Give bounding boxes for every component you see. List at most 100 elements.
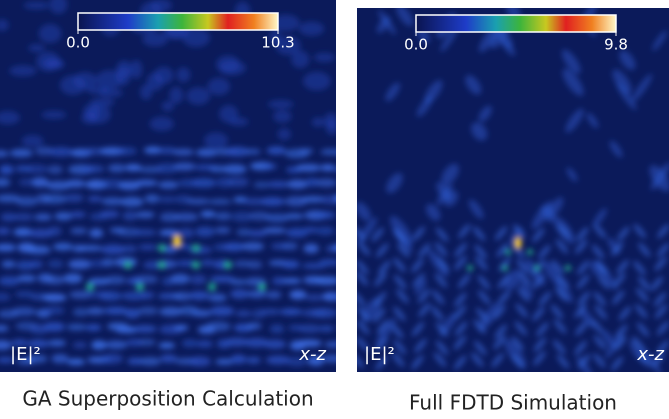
field-blob [133,275,159,284]
field-blob [393,306,406,321]
field-blob [223,242,245,252]
field-blob [555,279,574,303]
field-blob [130,60,143,79]
colorbar [77,12,279,31]
field-blob [531,274,545,290]
field-blob [576,260,590,275]
field-blob [373,291,387,307]
field-blob [244,148,261,155]
field-blob [632,73,653,102]
field-blob [65,179,86,188]
field-blob [478,301,501,332]
field-blob [247,260,263,269]
field-blob [435,227,449,242]
field-blob [453,305,467,320]
field-blob [80,165,105,173]
field-blob [551,259,564,275]
field-blob [533,351,546,366]
field-blob [593,291,606,307]
field-blob [246,322,262,330]
field-blob [47,226,62,236]
field-blob [271,276,286,285]
field-blob [0,164,14,175]
field-blob [561,49,581,74]
field-blob [176,67,191,83]
field-blob [104,275,127,285]
field-blob [91,340,107,350]
field-blob [434,242,448,257]
field-blob [224,261,232,269]
field-blob [372,308,386,323]
field-blob [135,211,155,219]
field-blob [613,273,626,288]
field-blob [357,320,370,335]
field-blob [125,339,144,347]
field-blob [516,258,529,274]
field-blob [513,224,526,239]
field-blob [520,281,534,299]
field-blob [304,178,320,187]
field-blob [72,341,88,349]
field-blob [458,224,471,239]
field-blob [189,291,210,301]
field-blob [263,339,287,349]
field-blob [576,274,590,289]
field-blob [295,163,322,172]
colorbar-tick-label: 0.0 [66,34,90,52]
field-blob [555,239,569,254]
field-blob [150,0,172,12]
field-blob [83,103,101,120]
field-blob [374,272,387,287]
field-blob [575,321,588,336]
field-blob [192,261,200,269]
field-blob [146,72,164,91]
field-blob [411,258,424,273]
field-blob [498,290,511,305]
field-blob [224,337,249,347]
field-blob [392,352,405,367]
field-blob [505,249,511,255]
field-blob [208,198,232,205]
field-blob [13,213,34,221]
field-blob [139,357,161,366]
field-blob [63,273,83,284]
field-blob [122,244,138,253]
field-blob [158,244,166,252]
field-blob [619,50,636,70]
field-blob [631,336,645,351]
field-blob [0,110,20,125]
field-blob [511,336,524,351]
field-blob [85,324,102,332]
field-blob [612,290,625,305]
field-blob [411,355,424,370]
field-blob [11,339,28,347]
field-blob [371,227,384,242]
field-blob [229,117,249,127]
field-blob [41,110,67,119]
field-blob [0,213,17,222]
field-blob [376,243,389,258]
field-blob [393,274,407,290]
field-blob [209,275,236,283]
field-blob [418,243,431,258]
field-blob [271,14,300,32]
field-blob [298,147,314,154]
field-blob [124,261,132,269]
field-blob [418,302,431,318]
field-blob [515,303,528,318]
field-blob [375,317,397,346]
field-blob [86,283,94,291]
field-blob [241,242,265,251]
field-blob [269,324,285,334]
field-blob [195,148,218,157]
field-blob [341,277,356,285]
field-blob [322,354,336,363]
field-blob [497,274,511,289]
field-blob [617,226,630,241]
field-blob [48,147,74,157]
field-blob [393,339,407,355]
field-blob [396,8,414,27]
field-blob [190,274,207,285]
field-blob [230,289,250,299]
field-blob [140,291,155,300]
